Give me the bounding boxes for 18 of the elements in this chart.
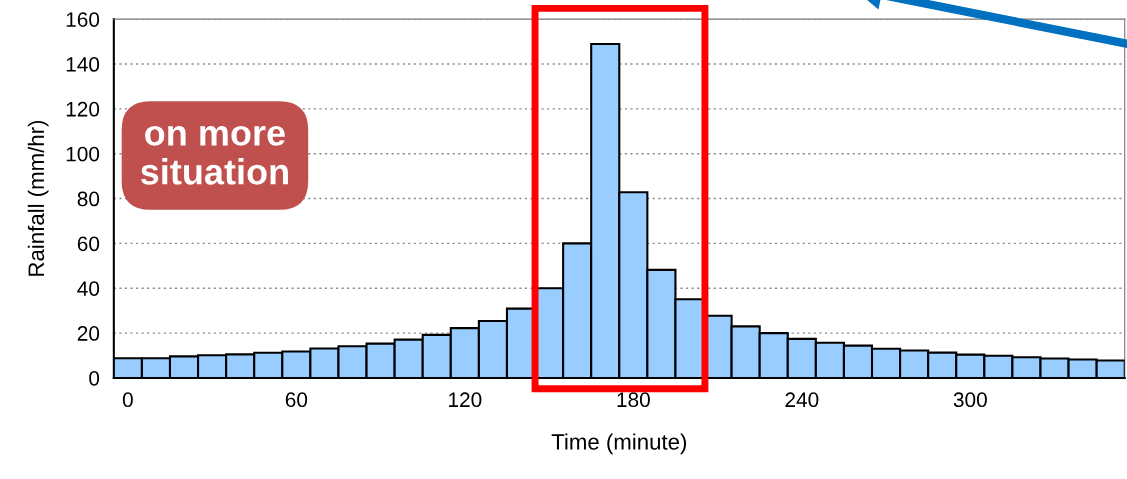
y-tick-label: 80 (77, 191, 100, 207)
y-tick-label: 40 (77, 281, 100, 296)
annotation: on more situation (140, 125, 288, 185)
y-tick-label: 160 (66, 12, 100, 27)
x-tick-label: 60 (285, 392, 308, 408)
x-axis-title: Time (minute) (551, 433, 687, 455)
y-tick-label: 120 (66, 101, 100, 117)
x-tick-label: 0 (122, 392, 133, 408)
y-tick-label: 60 (77, 236, 100, 252)
y-tick-label: 140 (66, 57, 100, 72)
y-tick-label: 0 (89, 370, 100, 386)
y-tick-label: 20 (77, 326, 100, 341)
x-tick-label: 120 (449, 392, 482, 408)
x-tick-label: 300 (953, 392, 987, 408)
y-axis-title: Rainfall (mm/hr) (27, 120, 49, 276)
x-tick-label: 240 (785, 392, 819, 408)
x-tick-label: 180 (617, 392, 650, 408)
y-tick-label: 100 (66, 146, 100, 162)
